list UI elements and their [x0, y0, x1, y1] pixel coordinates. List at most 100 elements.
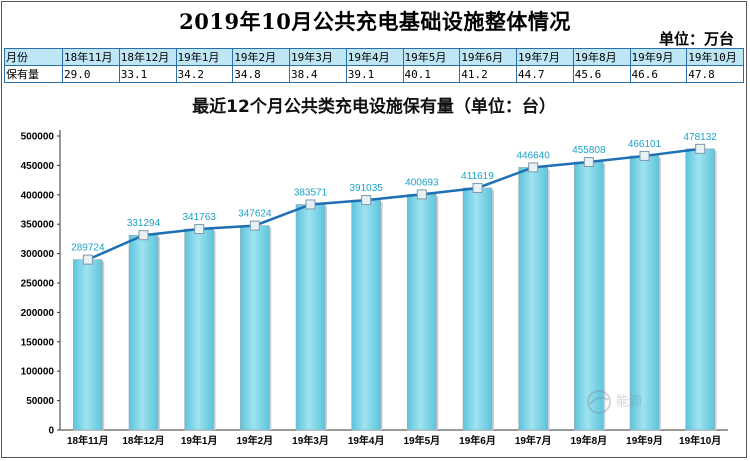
line-marker [528, 162, 539, 173]
label-layer: 289724 331294 341763 347624 383571 391035 4006… [71, 132, 717, 254]
y-tick-label: 300000 [21, 249, 55, 260]
data-label: 455808 [572, 145, 606, 156]
line-marker [583, 156, 594, 167]
line-marker [361, 195, 372, 206]
data-label: 383571 [294, 187, 328, 198]
data-label: 289724 [71, 243, 105, 254]
watermark-text: 能源 [616, 394, 643, 410]
table-value-row: 保有量 29.0 33.1 34.2 34.8 38.4 39.1 40.1 4… [4, 65, 744, 83]
data-label: 400693 [405, 177, 439, 188]
bar [629, 155, 660, 431]
y-tick-label: 400000 [21, 190, 55, 201]
unit-note: 单位：万台 [658, 30, 734, 48]
bar [128, 234, 159, 431]
bar [685, 148, 715, 431]
x-tick-label: 19年4月 [348, 434, 385, 447]
globe-logo-icon [587, 390, 611, 414]
month-cell: 19年2月 [232, 48, 290, 66]
bar [407, 194, 437, 431]
x-tick-label: 18年12月 [122, 434, 164, 447]
y-tick-label: 50000 [26, 396, 54, 407]
bar [462, 187, 493, 431]
value-cell: 29.0 [62, 65, 120, 83]
y-tick-label: 450000 [21, 161, 55, 172]
month-cell: 19年10月 [686, 48, 744, 66]
value-cell: 33.1 [118, 65, 177, 83]
page-title: 2019年10月公共充电基础设施整体情况 [179, 9, 571, 34]
row-label-value: 保有量 [4, 65, 63, 83]
x-tick-label: 19年6月 [459, 434, 496, 447]
bar [184, 228, 214, 431]
value-cell: 34.8 [232, 65, 290, 83]
data-label: 391035 [349, 183, 383, 194]
line-marker [305, 199, 316, 210]
data-label: 341763 [182, 212, 216, 223]
x-tick-label: 19年10月 [679, 434, 721, 447]
line-marker [82, 254, 93, 265]
y-tick-label: 350000 [21, 220, 55, 231]
data-label: 347624 [238, 209, 272, 220]
value-cell: 39.1 [345, 65, 404, 83]
y-tick-label: 500000 [21, 132, 55, 143]
data-label: 411619 [461, 171, 494, 182]
line-marker [249, 220, 260, 231]
data-label: 466101 [628, 139, 662, 150]
y-tick-label: 150000 [21, 337, 55, 348]
bar [518, 167, 548, 431]
data-label: 331294 [127, 218, 161, 229]
bar [240, 225, 270, 431]
line-marker [639, 150, 650, 161]
chart-area: 0 50000 100000 150000 200000 250000 300000 3500… [4, 84, 744, 456]
x-tick-label: 19年7月 [515, 434, 552, 447]
watermark: 能源 [586, 389, 716, 419]
line-marker [416, 189, 427, 200]
x-tick-label: 19年1月 [181, 434, 218, 447]
month-cell: 18年11月 [62, 48, 120, 66]
summary-table: 月份 18年11月 18年12月 19年1月 19年2月 19年3月 19年4月… [4, 48, 744, 83]
month-cell: 19年3月 [289, 48, 347, 66]
x-tick-label: 19年2月 [236, 434, 273, 447]
value-cell: 34.2 [175, 65, 234, 83]
bar [73, 259, 103, 431]
value-cell: 41.2 [459, 65, 517, 83]
month-cell: 18年12月 [118, 48, 177, 66]
y-tick-label: 0 [48, 426, 54, 437]
line-marker [138, 230, 149, 241]
bar [295, 204, 326, 431]
y-tick-label: 100000 [21, 367, 55, 378]
series-line [87, 147, 701, 261]
bar [351, 199, 381, 431]
value-cell: 45.6 [572, 65, 631, 83]
x-tick-label: 19年9月 [626, 434, 663, 447]
x-tick-label: 19年3月 [292, 434, 329, 447]
bar-layer [73, 148, 717, 431]
line-marker [194, 224, 205, 235]
x-tick-label: 18年11月 [67, 434, 109, 447]
row-label-month: 月份 [4, 48, 63, 66]
line-marker [472, 182, 483, 193]
month-cell: 19年1月 [175, 48, 234, 66]
x-tick-label: 19年5月 [403, 434, 440, 447]
line-layer [82, 143, 706, 265]
value-cell: 46.6 [629, 65, 688, 83]
y-tick-label: 200000 [21, 308, 55, 319]
axis-layer: 0 50000 100000 150000 200000 250000 300000 3500… [21, 130, 728, 447]
month-cell: 19年8月 [572, 48, 631, 66]
value-cell: 47.8 [686, 65, 744, 83]
month-cell: 19年4月 [345, 48, 404, 66]
table-header-row: 月份 18年11月 18年12月 19年1月 19年2月 19年3月 19年4月… [4, 48, 744, 66]
month-cell: 19年7月 [516, 48, 574, 66]
x-tick-label: 19年8月 [570, 434, 607, 447]
line-marker [695, 143, 706, 154]
bar-line-chart: 0 50000 100000 150000 200000 250000 300000 3500… [21, 130, 728, 447]
value-cell: 38.4 [289, 65, 347, 83]
data-label: 478132 [683, 132, 717, 143]
month-cell: 19年9月 [629, 48, 688, 66]
chart-title: 最近12个月公共类充电设施保有量（单位：台） [192, 97, 556, 117]
data-label: 446640 [516, 150, 550, 161]
month-cell: 19年5月 [402, 48, 461, 66]
month-cell: 19年6月 [459, 48, 517, 66]
y-tick-label: 250000 [21, 279, 55, 290]
value-cell: 44.7 [516, 65, 574, 83]
